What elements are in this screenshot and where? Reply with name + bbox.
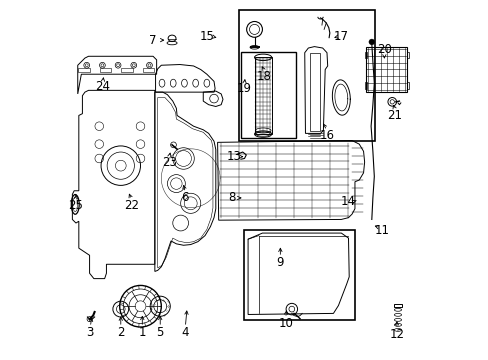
Text: 18: 18 [256, 69, 271, 82]
Text: 6: 6 [181, 192, 189, 204]
Text: 23: 23 [162, 156, 176, 168]
Text: 15: 15 [199, 30, 214, 43]
Bar [78, 68, 90, 72]
Text: 22: 22 [124, 199, 139, 212]
Text: 24: 24 [95, 80, 110, 93]
Text: 8: 8 [228, 192, 235, 204]
Bar [142, 68, 154, 72]
Text: 25: 25 [68, 199, 83, 212]
Text: 9: 9 [276, 256, 284, 269]
Text: 14: 14 [340, 195, 355, 208]
Bar [241, 52, 296, 138]
Bar [239, 10, 375, 140]
Text: 19: 19 [237, 82, 251, 95]
Bar [121, 68, 133, 72]
Bar [365, 47, 406, 92]
Text: 16: 16 [319, 129, 334, 142]
Text: 12: 12 [388, 328, 404, 341]
Text: 2: 2 [117, 326, 124, 339]
Text: 20: 20 [376, 42, 391, 55]
Text: 5: 5 [156, 326, 163, 339]
Bar [244, 230, 354, 320]
Bar [100, 68, 111, 72]
Bar [364, 82, 366, 89]
Text: 13: 13 [226, 150, 241, 163]
Bar [254, 57, 271, 134]
Bar [309, 53, 319, 131]
Text: 11: 11 [374, 224, 389, 237]
Bar [406, 82, 408, 89]
Text: 4: 4 [181, 326, 189, 339]
Text: 21: 21 [387, 109, 402, 122]
Text: 3: 3 [86, 326, 94, 339]
Bar [364, 51, 366, 58]
Bar [394, 304, 401, 307]
Bar [406, 51, 408, 58]
Text: 17: 17 [333, 30, 348, 43]
Text: 10: 10 [278, 317, 293, 330]
Text: 7: 7 [149, 33, 157, 47]
Text: 1: 1 [138, 326, 146, 339]
Circle shape [368, 39, 374, 45]
